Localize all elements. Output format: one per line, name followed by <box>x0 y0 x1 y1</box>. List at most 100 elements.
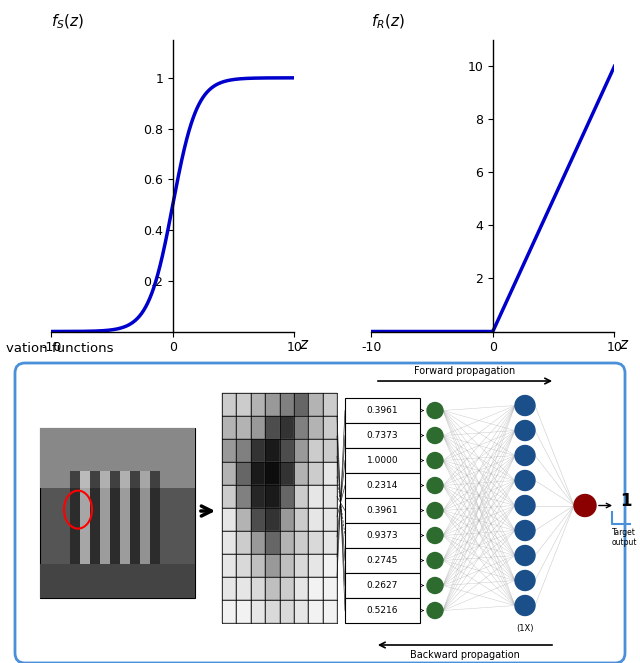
Bar <box>265 577 280 600</box>
Circle shape <box>515 396 535 416</box>
Bar <box>345 548 420 573</box>
Bar <box>280 600 294 623</box>
Bar <box>222 531 236 554</box>
Bar <box>280 508 294 531</box>
Bar <box>222 416 236 439</box>
Bar <box>251 485 265 508</box>
Text: 0.2627: 0.2627 <box>367 581 398 590</box>
Bar <box>236 439 251 462</box>
Circle shape <box>427 577 443 593</box>
Bar <box>345 423 420 448</box>
Text: $f_S(z)$: $f_S(z)$ <box>51 13 84 31</box>
Bar <box>150 471 160 564</box>
Bar <box>80 471 90 564</box>
Text: 1: 1 <box>620 491 632 509</box>
Bar <box>222 508 236 531</box>
Bar <box>251 531 265 554</box>
Bar <box>222 439 236 462</box>
Bar <box>294 416 308 439</box>
Text: 0.9373: 0.9373 <box>367 531 398 540</box>
Text: vation functions: vation functions <box>6 341 114 355</box>
Circle shape <box>427 603 443 619</box>
Text: 0.2745: 0.2745 <box>367 556 398 565</box>
Circle shape <box>427 477 443 493</box>
Bar <box>265 508 280 531</box>
Bar <box>323 462 337 485</box>
Circle shape <box>427 528 443 544</box>
Bar <box>294 600 308 623</box>
Bar <box>308 485 323 508</box>
Bar <box>280 393 294 416</box>
Circle shape <box>515 546 535 566</box>
Bar <box>265 554 280 577</box>
Bar <box>130 471 140 564</box>
Bar <box>308 462 323 485</box>
Bar <box>280 416 294 439</box>
Bar <box>294 439 308 462</box>
Circle shape <box>515 595 535 615</box>
Bar <box>280 577 294 600</box>
Bar <box>308 577 323 600</box>
Text: 0.7373: 0.7373 <box>367 431 398 440</box>
Circle shape <box>427 428 443 444</box>
Bar <box>222 554 236 577</box>
Bar <box>345 573 420 598</box>
Circle shape <box>515 471 535 491</box>
Bar <box>345 473 420 498</box>
Bar <box>251 416 265 439</box>
Bar <box>265 439 280 462</box>
Text: $z$: $z$ <box>300 337 310 352</box>
Text: 0.2314: 0.2314 <box>367 481 398 490</box>
Bar <box>280 462 294 485</box>
Bar <box>236 600 251 623</box>
Circle shape <box>427 453 443 469</box>
Bar <box>294 554 308 577</box>
Bar <box>100 471 110 564</box>
Circle shape <box>515 420 535 440</box>
Bar <box>345 398 420 423</box>
Bar <box>345 598 420 623</box>
Bar <box>345 448 420 473</box>
Bar <box>222 600 236 623</box>
Bar <box>294 508 308 531</box>
Bar <box>323 508 337 531</box>
Bar <box>323 554 337 577</box>
Bar <box>251 393 265 416</box>
Circle shape <box>574 495 596 516</box>
Bar <box>236 485 251 508</box>
Circle shape <box>515 495 535 516</box>
Bar <box>90 471 100 564</box>
Bar <box>323 577 337 600</box>
Bar <box>236 554 251 577</box>
Bar <box>308 600 323 623</box>
Bar <box>236 393 251 416</box>
Bar <box>236 577 251 600</box>
Bar <box>294 485 308 508</box>
Circle shape <box>427 552 443 568</box>
Bar <box>251 554 265 577</box>
Bar <box>294 393 308 416</box>
Bar <box>308 439 323 462</box>
Text: 0.3961: 0.3961 <box>367 506 398 515</box>
Bar <box>251 462 265 485</box>
Bar <box>280 439 294 462</box>
Bar <box>345 523 420 548</box>
Bar <box>308 393 323 416</box>
Bar <box>251 577 265 600</box>
Bar <box>120 471 130 564</box>
Bar <box>140 471 150 564</box>
Bar <box>70 471 80 564</box>
Bar <box>323 393 337 416</box>
Bar <box>323 416 337 439</box>
Circle shape <box>515 520 535 540</box>
Circle shape <box>427 503 443 518</box>
Bar <box>265 600 280 623</box>
Bar <box>40 564 195 598</box>
Bar <box>236 531 251 554</box>
FancyBboxPatch shape <box>15 363 625 663</box>
Bar <box>236 416 251 439</box>
Text: Target
output: Target output <box>611 528 637 547</box>
Bar <box>280 485 294 508</box>
Circle shape <box>515 570 535 591</box>
Text: 0.5216: 0.5216 <box>367 606 398 615</box>
